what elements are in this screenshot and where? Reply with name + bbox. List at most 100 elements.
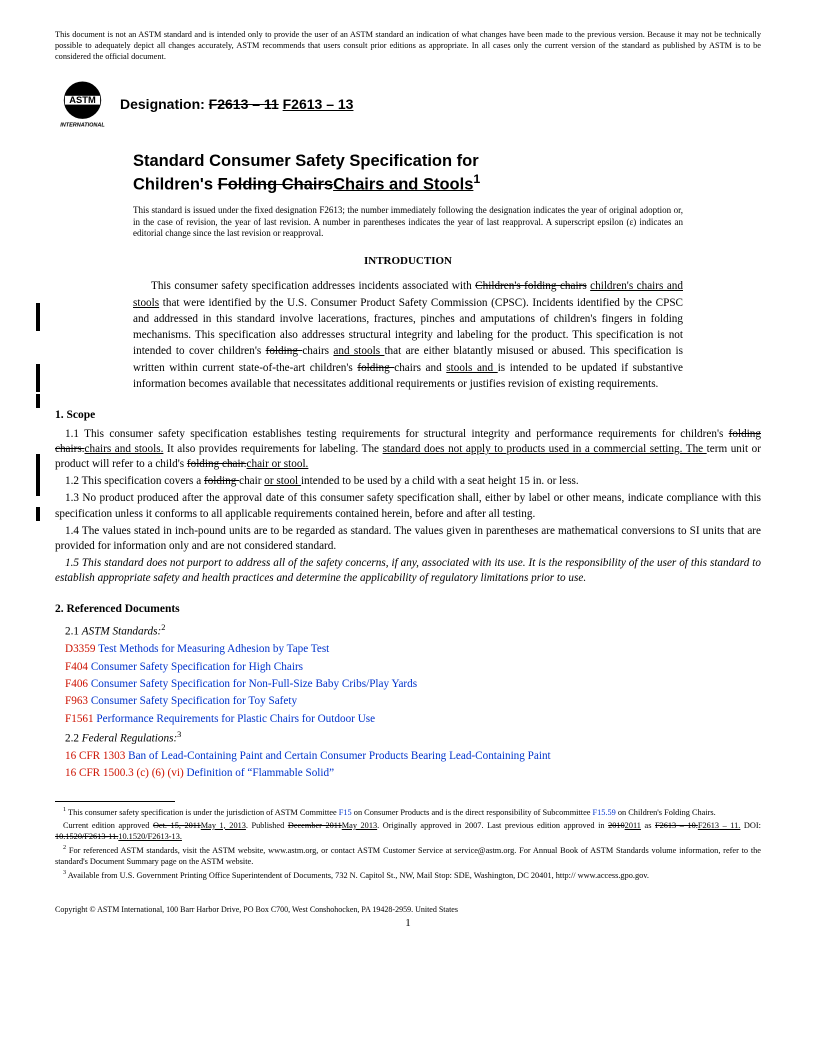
change-bar [36, 507, 40, 521]
title-block: Standard Consumer Safety Specification f… [133, 151, 761, 195]
fn-ins: 10.1520/F2613-13. [118, 832, 182, 841]
introduction-body: This consumer safety specification addre… [133, 278, 683, 392]
scope-text: 1.2 This specification covers a [65, 475, 204, 487]
fn-link[interactable]: F15.59 [593, 808, 616, 817]
ref-label: ASTM Standards: [82, 626, 161, 638]
introduction-heading: INTRODUCTION [55, 254, 761, 268]
change-bar [36, 454, 40, 496]
intro-del: Children's folding chairs [475, 280, 587, 292]
designation-new: F2613 – 13 [283, 96, 354, 112]
ref-title[interactable]: Consumer Safety Specification for High C… [91, 661, 303, 673]
fn-del: Oct. 15, 2011 [153, 821, 201, 830]
intro-ins: stools and [446, 362, 497, 374]
fn-text: This consumer safety specification is un… [66, 808, 339, 817]
fn-text: . Published [246, 821, 288, 830]
ref-item: 16 CFR 1303 Ban of Lead-Containing Paint… [55, 748, 761, 765]
disclaimer-text: This document is not an ASTM standard an… [55, 30, 761, 62]
scope-text: intended to be used by a child with a se… [301, 475, 579, 487]
fn-text: For referenced ASTM standards, visit the… [55, 846, 761, 866]
scope-text: 1.1 This consumer safety specification e… [65, 428, 729, 440]
ref-code[interactable]: F406 [65, 678, 88, 690]
fn-del: 2010 [608, 821, 625, 830]
scope-del: folding chair. [187, 458, 247, 470]
refdocs-heading: 2. Referenced Documents [55, 602, 761, 617]
ref-num: 2.2 [65, 733, 82, 745]
title-line1: Standard Consumer Safety Specification f… [133, 152, 479, 170]
scope-1-5: 1.5 This standard does not purport to ad… [55, 556, 761, 586]
ref-item: F1561 Performance Requirements for Plast… [55, 711, 761, 728]
scope-1-1: 1.1 This consumer safety specification e… [55, 427, 761, 472]
ref-item: F404 Consumer Safety Specification for H… [55, 659, 761, 676]
change-bar [36, 364, 40, 392]
intro-ins: and stools [333, 345, 384, 357]
fn-del: December 2011 [288, 821, 342, 830]
ref-item: F406 Consumer Safety Specification for N… [55, 676, 761, 693]
scope-1-3: 1.3 No product produced after the approv… [55, 491, 761, 521]
designation-label: Designation: [120, 96, 205, 112]
intro-text: chairs and [394, 362, 446, 374]
fn-text: Available from U.S. Government Printing … [66, 871, 649, 880]
ref-title[interactable]: Definition of “Flammable Solid” [187, 767, 335, 779]
svg-text:ASTM: ASTM [69, 95, 96, 105]
ref-title[interactable]: Performance Requirements for Plastic Cha… [96, 713, 375, 725]
ref-title[interactable]: Consumer Safety Specification for Toy Sa… [91, 695, 297, 707]
scope-ins: standard does not apply to products used… [383, 443, 707, 455]
ref-code[interactable]: 16 CFR 1303 [65, 750, 125, 762]
fn-text: Current edition approved [63, 821, 153, 830]
designation: Designation: F2613 – 11 F2613 – 13 [120, 95, 353, 113]
title-line2-prefix: Children's [133, 175, 218, 193]
ref-num: 2.1 [65, 626, 82, 638]
scope-ins: chairs and stools. [85, 443, 164, 455]
change-bar [36, 303, 40, 331]
ref-code[interactable]: F1561 [65, 713, 94, 725]
scope-heading: 1. Scope [55, 408, 761, 423]
fn-text: as [641, 821, 655, 830]
ref-title[interactable]: Consumer Safety Specification for Non-Fu… [91, 678, 417, 690]
referenced-documents: 2.1 ASTM Standards:2 D3359 Test Methods … [55, 621, 761, 783]
intro-text: chairs [302, 345, 333, 357]
ref-item: 16 CFR 1500.3 (c) (6) (vi) Definition of… [55, 765, 761, 782]
fn-link[interactable]: F15 [339, 808, 352, 817]
footnote-rule [55, 801, 175, 802]
page-number: 1 [55, 916, 761, 930]
ref-code[interactable]: F963 [65, 695, 88, 707]
ref-title[interactable]: Test Methods for Measuring Adhesion by T… [98, 643, 329, 655]
fn-text: . Originally approved in 2007. Last prev… [377, 821, 608, 830]
fn-ins: 2011 [625, 821, 641, 830]
scope-ins: or stool [264, 475, 301, 487]
ref-sup: 2 [161, 623, 165, 632]
ref-code[interactable]: 16 CFR 1500.3 (c) (6) (vi) [65, 767, 184, 779]
scope-text: chair [239, 475, 264, 487]
issuance-note: This standard is issued under the fixed … [133, 205, 683, 240]
scope-ins: chair or stool. [247, 458, 309, 470]
scope-del: folding [204, 475, 239, 487]
copyright: Copyright © ASTM International, 100 Barr… [55, 905, 761, 915]
scope-1-4: 1.4 The values stated in inch-pound unit… [55, 524, 761, 554]
intro-del: folding [357, 362, 394, 374]
scope-1-2: 1.2 This specification covers a folding … [55, 474, 761, 489]
intro-del: folding [266, 345, 303, 357]
fn-ins: May 2013 [342, 821, 377, 830]
fn-text: on Children's Folding Chairs. [616, 808, 716, 817]
title-line2-del: Folding Chairs [218, 175, 334, 193]
scope-text: It also provides requirements for labeli… [163, 443, 382, 455]
ref-2-2: 2.2 Federal Regulations:3 [55, 728, 761, 748]
title-line2-new: Chairs and Stools [333, 175, 473, 193]
ref-code[interactable]: F404 [65, 661, 88, 673]
fn-del: F2613 – 10. [655, 821, 698, 830]
astm-logo: ASTM INTERNATIONAL [55, 76, 110, 131]
title-sup: 1 [473, 172, 480, 186]
change-bar [36, 394, 40, 408]
ref-item: D3359 Test Methods for Measuring Adhesio… [55, 641, 761, 658]
fn-text: DOI: [740, 821, 761, 830]
intro-text: This consumer safety specification addre… [151, 280, 475, 292]
header-row: ASTM INTERNATIONAL Designation: F2613 – … [55, 76, 761, 131]
ref-code[interactable]: D3359 [65, 643, 95, 655]
ref-2-1: 2.1 ASTM Standards:2 [55, 621, 761, 641]
footnotes: 1 This consumer safety specification is … [55, 797, 761, 881]
fn-ins: F2613 – 11. [698, 821, 741, 830]
ref-sup: 3 [177, 730, 181, 739]
ref-title[interactable]: Ban of Lead-Containing Paint and Certain… [128, 750, 551, 762]
fn-ins: May 1, 2013 [201, 821, 246, 830]
svg-text:INTERNATIONAL: INTERNATIONAL [60, 123, 105, 129]
